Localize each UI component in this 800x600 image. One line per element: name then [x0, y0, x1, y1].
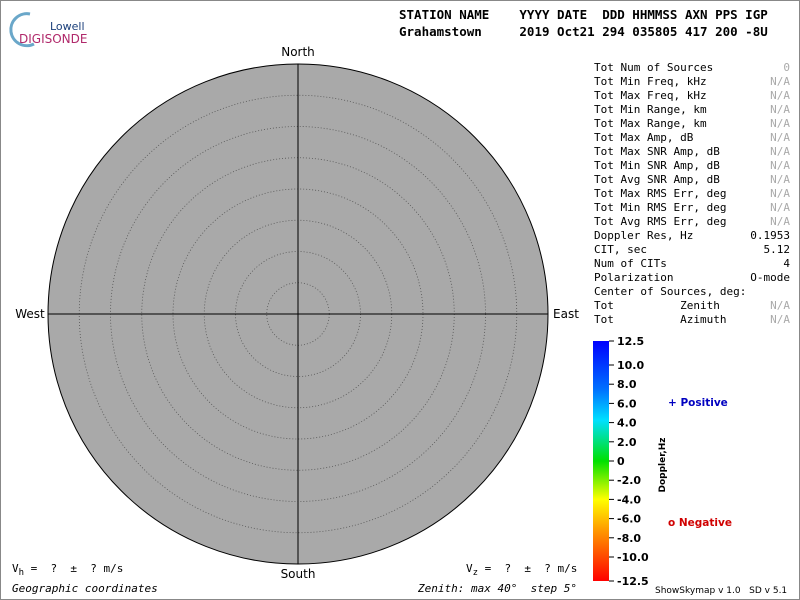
legend-positive: + Positive: [668, 397, 728, 409]
row-label: Num of CITs: [594, 257, 667, 270]
colorbar: [593, 341, 609, 581]
row-label: Center of Sources, deg:: [594, 285, 746, 298]
logo-bottom: DIGISONDE: [19, 32, 87, 46]
west-label: West: [15, 307, 45, 321]
row-label: Tot Max RMS Err, deg: [594, 187, 726, 200]
vh-sub: h: [19, 568, 24, 578]
version: ShowSkymap v 1.0 SD v 5.1: [655, 586, 787, 596]
row-value: N/A: [770, 215, 790, 228]
row-value: N/A: [770, 299, 790, 312]
row-label: Tot Max SNR Amp, dB: [594, 145, 720, 158]
row-value: N/A: [770, 117, 790, 130]
header-values: Grahamstown 2019 Oct21 294 035805 417 20…: [399, 24, 768, 39]
colorbar-tick-label: -8.0: [617, 532, 641, 545]
row-value: 5.12: [764, 243, 791, 256]
colorbar-tick-label: 10.0: [617, 359, 644, 372]
colorbar-tick-label: 12.5: [617, 335, 644, 348]
row-label: Tot Min SNR Amp, dB: [594, 159, 720, 172]
north-label: North: [281, 45, 315, 59]
row-value: N/A: [770, 145, 790, 158]
logo-arc: [9, 12, 35, 48]
vh-symbol: V: [12, 562, 19, 575]
row-label: Tot Zenith: [594, 299, 720, 312]
row-label: Polarization: [594, 271, 673, 284]
colorbar-label: Doppler,Hz: [658, 437, 668, 492]
row-label: Tot Min Freq, kHz: [594, 75, 707, 88]
row-value: 0.1953: [750, 229, 790, 242]
row-label: Tot Max Freq, kHz: [594, 89, 707, 102]
row-value: N/A: [770, 313, 790, 326]
zenith-info: Zenith: max 40° step 5°: [417, 582, 577, 595]
vz-sub: z: [473, 568, 478, 578]
vz: Vz = ? ± ? m/s: [466, 562, 577, 578]
colorbar-tick-label: 8.0: [617, 378, 637, 391]
logo-top: Lowell: [50, 20, 85, 33]
row-value: N/A: [770, 131, 790, 144]
legend-negative: o Negative: [668, 517, 732, 529]
stats-table: Tot Num of Sources 0 Tot Min Freq, kHz N/A T…: [594, 61, 790, 326]
row-label: CIT, sec: [594, 243, 647, 256]
colorbar-tick-label: 2.0: [617, 436, 637, 449]
row-value: N/A: [770, 89, 790, 102]
vz-symbol: V: [466, 562, 473, 575]
row-label: Tot Max Range, km: [594, 117, 707, 130]
row-label: Tot Azimuth: [594, 313, 726, 326]
row-value: O-mode: [750, 271, 790, 284]
row-value: N/A: [770, 201, 790, 214]
vz-text: = ? ± ? m/s: [478, 562, 577, 575]
row-value: N/A: [770, 103, 790, 116]
row-value: N/A: [770, 173, 790, 186]
vh: Vh = ? ± ? m/s: [12, 562, 123, 578]
colorbar-tick-label: -2.0: [617, 474, 641, 487]
colorbar-tick-label: 4.0: [617, 417, 637, 430]
colorbar-tick-label: -4.0: [617, 493, 641, 506]
colorbar-ticks: 12.5 10.0 8.0 6.0 4.0 2.0 0 -2.0 -4.0 -6.0 -8.0 -10…: [609, 335, 649, 588]
colorbar-tick-label: -10.0: [617, 551, 649, 564]
row-label: Tot Avg SNR Amp, dB: [594, 173, 720, 186]
header-labels: STATION NAME YYYY DATE DDD HHMMSS AXN PP…: [399, 7, 768, 22]
colorbar-tick-label: 0: [617, 455, 625, 468]
row-value: 0: [783, 61, 790, 74]
row-label: Tot Min Range, km: [594, 103, 707, 116]
row-value: 4: [783, 257, 790, 270]
row-label: Doppler Res, Hz: [594, 229, 693, 242]
row-value: N/A: [770, 75, 790, 88]
south-label: South: [281, 567, 316, 581]
skymap: [47, 63, 549, 565]
coords: Geographic coordinates: [12, 582, 158, 595]
row-label: Tot Avg RMS Err, deg: [594, 215, 726, 228]
row-label: Tot Max Amp, dB: [594, 131, 694, 144]
colorbar-tick-label: 6.0: [617, 397, 637, 410]
east-label: East: [553, 307, 579, 321]
row-label: Tot Num of Sources: [594, 61, 713, 74]
colorbar-tick-label: -12.5: [617, 575, 649, 588]
colorbar-tick-label: -6.0: [617, 513, 641, 526]
row-label: Tot Min RMS Err, deg: [594, 201, 726, 214]
vh-text: = ? ± ? m/s: [24, 562, 123, 575]
row-value: N/A: [770, 159, 790, 172]
row-value: N/A: [770, 187, 790, 200]
